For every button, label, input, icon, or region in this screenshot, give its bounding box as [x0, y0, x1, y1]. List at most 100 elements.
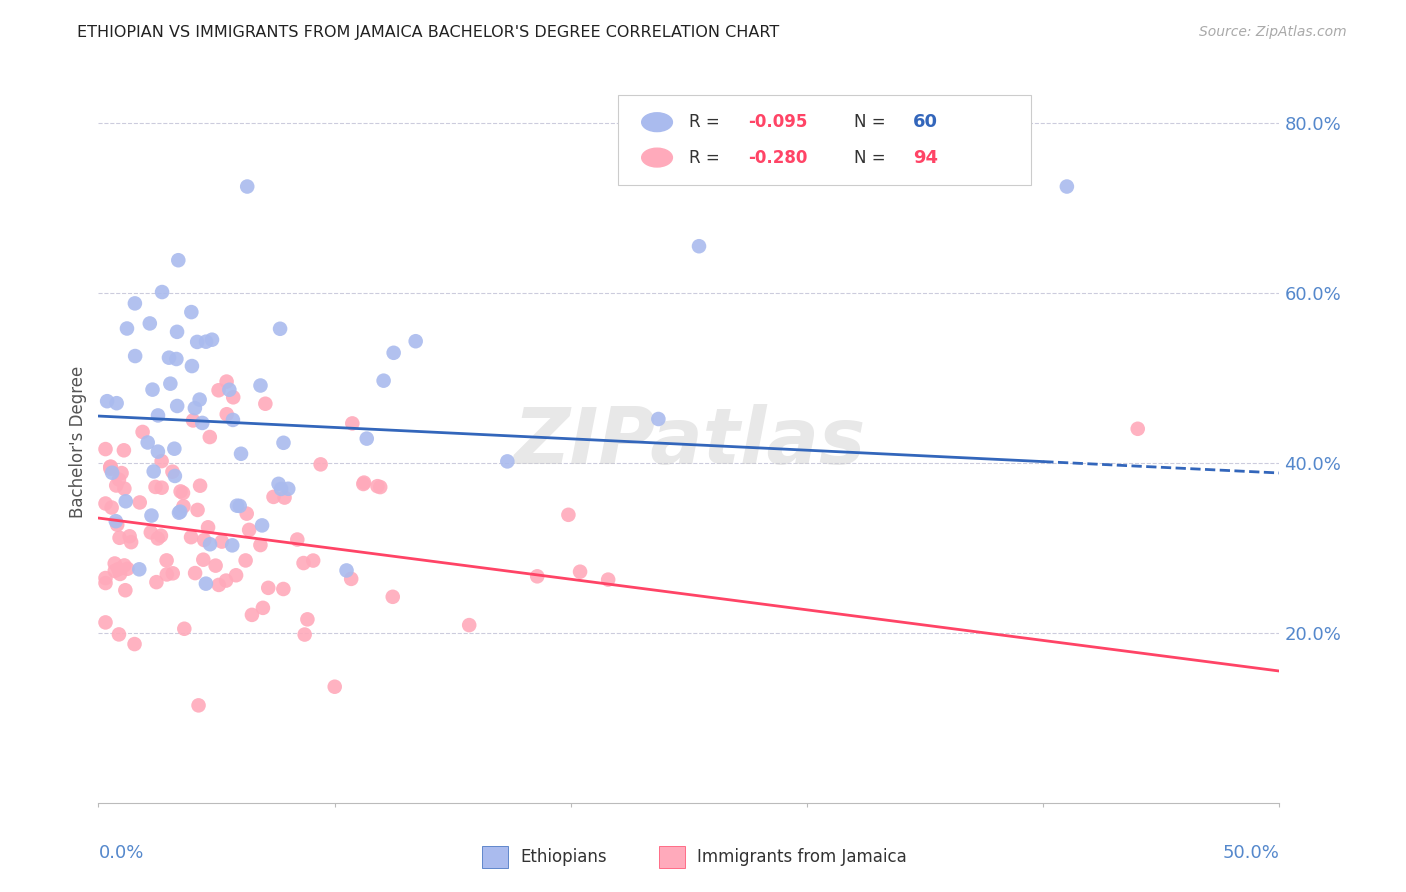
- Point: [150, 481, 173, 495]
- Point: [194, 576, 217, 591]
- Point: [128, 495, 150, 509]
- Point: [368, 480, 391, 494]
- Point: [688, 239, 710, 253]
- Point: [142, 464, 165, 478]
- Point: [197, 520, 219, 534]
- Text: Ethiopians: Ethiopians: [520, 848, 606, 866]
- Point: [257, 581, 280, 595]
- Point: [167, 506, 190, 520]
- Point: [191, 416, 214, 430]
- Point: [146, 444, 169, 458]
- Point: [94, 496, 117, 510]
- Point: [112, 558, 135, 573]
- Point: [162, 566, 184, 581]
- Point: [309, 458, 332, 472]
- Point: [249, 378, 271, 392]
- Point: [167, 253, 190, 268]
- Point: [273, 582, 295, 596]
- Point: [146, 409, 169, 423]
- Point: [101, 466, 124, 480]
- Point: [222, 413, 245, 427]
- Point: [150, 285, 173, 299]
- Text: Immigrants from Jamaica: Immigrants from Jamaica: [697, 848, 907, 866]
- Point: [115, 321, 138, 335]
- Point: [187, 503, 209, 517]
- Point: [180, 530, 202, 544]
- Point: [162, 465, 184, 479]
- Point: [188, 479, 211, 493]
- Point: [215, 375, 238, 389]
- Point: [201, 333, 224, 347]
- Point: [166, 399, 188, 413]
- Point: [112, 482, 135, 496]
- Point: [124, 349, 146, 363]
- Point: [108, 531, 131, 545]
- Point: [118, 529, 141, 543]
- Point: [342, 417, 364, 431]
- Point: [270, 482, 292, 496]
- Point: [187, 698, 209, 713]
- Point: [496, 454, 519, 468]
- Y-axis label: Bachelor's Degree: Bachelor's Degree: [69, 366, 87, 517]
- Point: [141, 508, 163, 523]
- Point: [169, 505, 191, 519]
- Point: [569, 565, 592, 579]
- Point: [269, 322, 291, 336]
- Text: R =: R =: [689, 113, 725, 131]
- Point: [149, 529, 172, 543]
- Point: [146, 532, 169, 546]
- Point: [221, 538, 243, 552]
- Point: [139, 525, 162, 540]
- Point: [128, 562, 150, 576]
- Point: [131, 425, 153, 439]
- Point: [352, 477, 374, 491]
- Text: 0.0%: 0.0%: [98, 844, 143, 862]
- Point: [145, 480, 167, 494]
- Point: [96, 394, 118, 409]
- Point: [172, 500, 194, 514]
- Bar: [659, 847, 685, 868]
- Point: [169, 484, 191, 499]
- Point: [294, 627, 316, 641]
- Point: [366, 479, 388, 493]
- Point: [198, 537, 221, 551]
- Point: [254, 397, 277, 411]
- Point: [150, 454, 173, 468]
- Point: [105, 396, 128, 410]
- Point: [124, 637, 146, 651]
- Point: [145, 575, 167, 590]
- Point: [94, 615, 117, 630]
- Text: -0.280: -0.280: [748, 149, 807, 167]
- Point: [117, 562, 139, 576]
- Point: [105, 517, 128, 532]
- Point: [1056, 179, 1078, 194]
- Point: [215, 574, 238, 588]
- Point: [172, 486, 194, 500]
- Bar: [482, 847, 508, 868]
- Point: [273, 491, 295, 505]
- Point: [155, 553, 177, 567]
- Point: [108, 627, 131, 641]
- Text: N =: N =: [855, 149, 891, 167]
- Circle shape: [641, 148, 672, 167]
- Text: ETHIOPIAN VS IMMIGRANTS FROM JAMAICA BACHELOR'S DEGREE CORRELATION CHART: ETHIOPIAN VS IMMIGRANTS FROM JAMAICA BAC…: [77, 25, 779, 40]
- Point: [107, 562, 129, 576]
- Point: [110, 466, 132, 480]
- Point: [526, 569, 548, 583]
- Point: [94, 576, 117, 591]
- Point: [186, 334, 208, 349]
- Circle shape: [641, 112, 672, 132]
- Point: [104, 564, 127, 578]
- Point: [139, 317, 162, 331]
- Point: [112, 443, 135, 458]
- Point: [226, 499, 249, 513]
- Text: N =: N =: [855, 113, 891, 131]
- Text: 94: 94: [914, 149, 938, 167]
- Point: [267, 476, 290, 491]
- Point: [98, 459, 121, 474]
- Point: [225, 568, 247, 582]
- Point: [198, 430, 221, 444]
- Point: [180, 305, 202, 319]
- Point: [292, 556, 315, 570]
- Point: [163, 442, 186, 456]
